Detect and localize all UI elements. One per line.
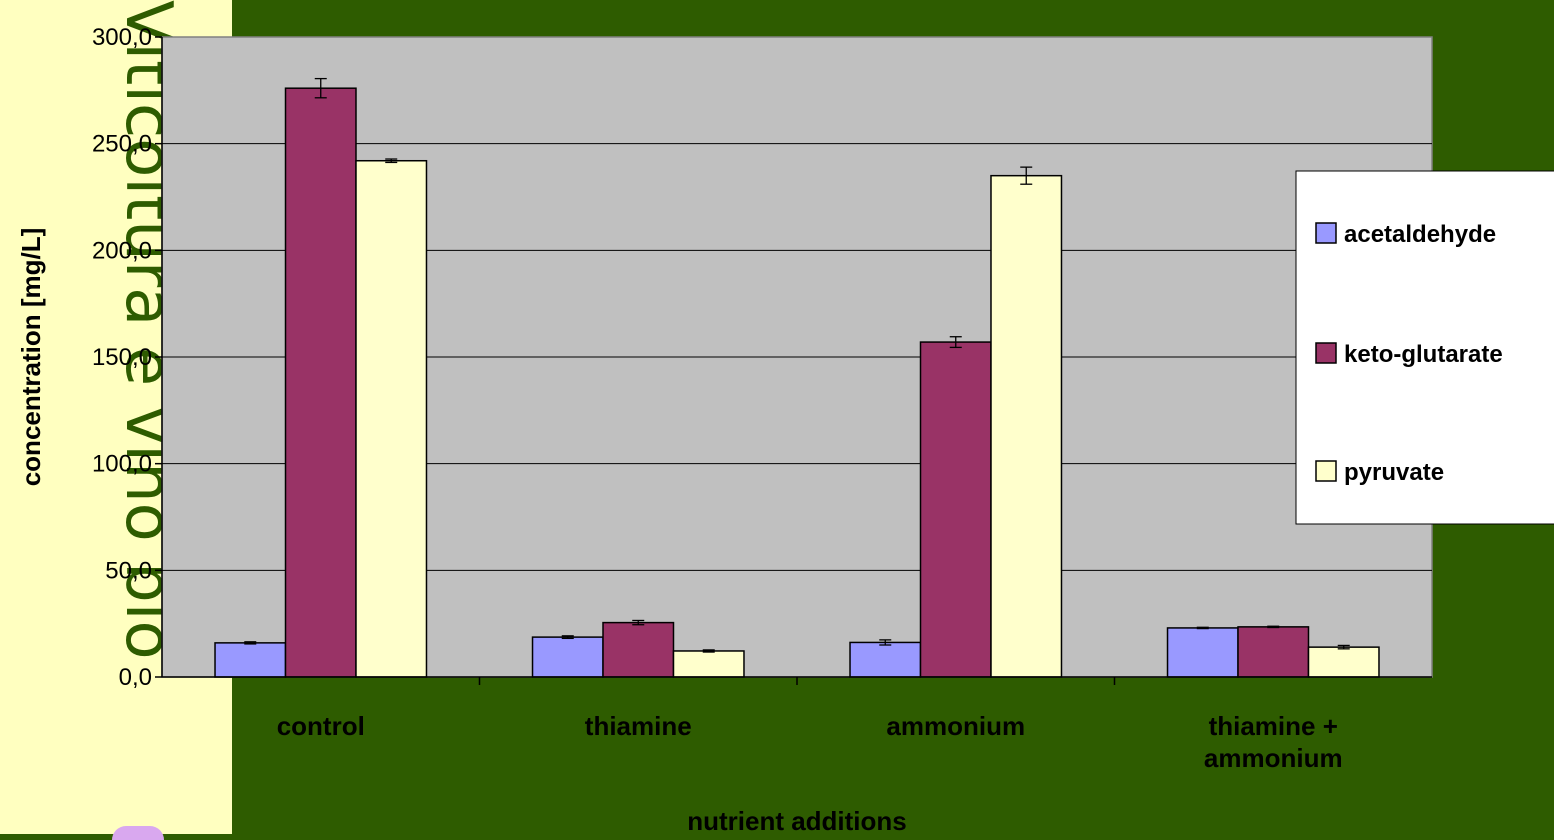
legend-label-pyruvate: pyruvate (1344, 459, 1444, 486)
legend-label-acetaldehyde: acetaldehyde (1344, 221, 1496, 248)
legend-swatch-pyruvate (1315, 460, 1337, 482)
bar-pyruvate (1307, 646, 1380, 678)
x-axis-title: nutrient additions (687, 806, 907, 834)
y-tick-label: 250,0 (92, 131, 152, 158)
bar-acetaldehyde (214, 642, 287, 678)
bar-pyruvate (672, 650, 745, 678)
legend: acetaldehyde keto-glutarate pyruvate (1295, 170, 1554, 525)
bar-keto-glutarate (284, 87, 357, 678)
y-tick-label: 100,0 (92, 451, 152, 478)
y-tick-label: 150,0 (92, 344, 152, 371)
legend-label-keto-glutarate: keto-glutarate (1344, 341, 1503, 368)
bar-keto-glutarate (1237, 626, 1310, 678)
category-label: control (277, 711, 365, 741)
bars (214, 77, 1380, 678)
y-tick-label: 0,0 (119, 664, 152, 691)
category-label: ammonium (886, 711, 1025, 741)
bar-pyruvate (355, 159, 428, 678)
category-label: thiamine + (1209, 711, 1338, 741)
bar-keto-glutarate (919, 341, 992, 678)
category-label: ammonium (1204, 743, 1343, 773)
legend-swatch-keto-glutarate (1315, 342, 1337, 364)
bar-acetaldehyde (531, 636, 604, 678)
y-tick-label: 50,0 (105, 557, 152, 584)
bar-acetaldehyde (1166, 627, 1239, 678)
category-label: thiamine (585, 711, 692, 741)
y-axis-title: concentration [mg/L] (16, 228, 46, 487)
legend-box (1295, 170, 1554, 525)
bar-pyruvate (990, 174, 1063, 678)
bar-keto-glutarate (602, 621, 675, 678)
category-labels: control thiamine ammonium thiamine +ammoniu… (277, 711, 1343, 773)
y-tick-label: 300,0 (92, 24, 152, 51)
legend-swatch-acetaldehyde (1315, 222, 1337, 244)
y-tick-label: 200,0 (92, 237, 152, 264)
tick-labels: 0,0 50,0 100,0 150,0 200,0 250,0 300,0 (92, 24, 1116, 691)
bar-acetaldehyde (849, 641, 922, 678)
